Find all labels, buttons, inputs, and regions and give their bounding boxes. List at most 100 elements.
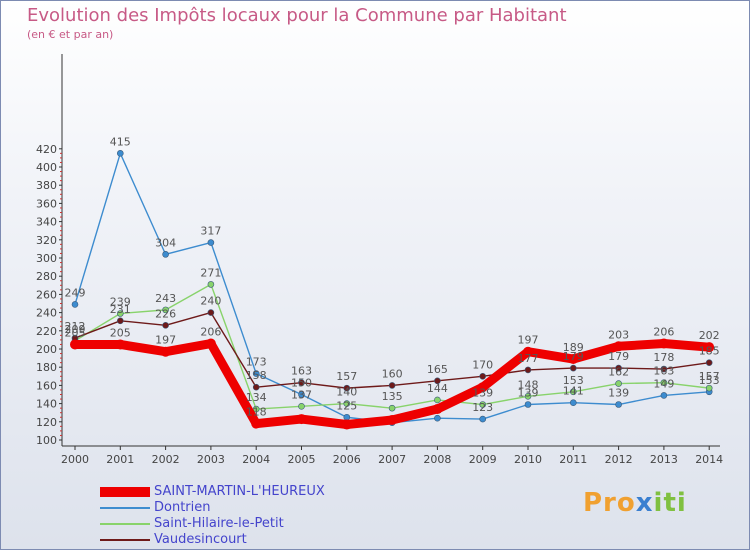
data-label: 206 <box>200 326 221 339</box>
y-tick-label: 320 <box>36 234 57 247</box>
data-label: 141 <box>563 385 584 398</box>
logo-part-iti: iti <box>653 488 687 518</box>
data-label: 149 <box>653 377 674 390</box>
data-label: 206 <box>653 326 674 339</box>
data-label: 162 <box>608 366 629 379</box>
x-tick-label: 2001 <box>106 453 134 466</box>
series-point-0 <box>296 414 307 425</box>
series-point-2 <box>117 310 124 317</box>
series-point-2 <box>162 306 169 314</box>
legend-swatch <box>100 507 150 509</box>
data-label: 179 <box>563 350 584 363</box>
series-point-2 <box>524 393 532 400</box>
series-point-1 <box>615 401 622 408</box>
x-tick-label: 2000 <box>61 453 89 466</box>
data-label: 123 <box>472 401 493 414</box>
data-label: 212 <box>65 320 86 333</box>
data-label: 135 <box>382 390 403 403</box>
series-point-1 <box>434 414 441 422</box>
series-point-0 <box>205 338 216 349</box>
data-label: 205 <box>110 326 131 339</box>
series-point-1 <box>207 239 215 246</box>
data-label: 173 <box>246 356 267 369</box>
data-label: 158 <box>246 369 267 382</box>
series-point-2 <box>298 403 305 410</box>
x-tick-label: 2012 <box>605 453 633 466</box>
series-point-3 <box>660 365 668 373</box>
data-label: 139 <box>518 387 539 400</box>
data-label: 148 <box>518 378 539 391</box>
series-point-2 <box>660 379 668 386</box>
data-label: 125 <box>336 399 357 412</box>
y-tick-label: 200 <box>36 343 57 356</box>
x-tick-label: 2011 <box>559 453 587 466</box>
series-point-1 <box>252 370 260 377</box>
legend-label: SAINT-MARTIN-L'HEUREUX <box>154 484 325 499</box>
data-label: 197 <box>518 334 539 347</box>
data-label: 189 <box>563 341 584 354</box>
legend-label: Saint-Hilaire-le-Petit <box>154 516 284 531</box>
data-label: 178 <box>653 351 674 364</box>
series-point-2 <box>705 384 713 392</box>
data-label: 153 <box>563 374 584 387</box>
y-tick-label: 340 <box>36 216 57 229</box>
y-tick-label: 380 <box>36 179 57 192</box>
series-point-1 <box>343 413 351 421</box>
data-label: 140 <box>336 386 357 399</box>
data-label: 165 <box>427 363 448 376</box>
series-point-2 <box>569 388 577 396</box>
data-label: 240 <box>200 295 221 308</box>
x-tick-label: 2006 <box>333 453 361 466</box>
series-point-0 <box>115 339 126 350</box>
x-tick-label: 2008 <box>423 453 451 466</box>
series-point-3 <box>117 317 124 325</box>
data-label: 197 <box>155 334 176 347</box>
data-label: 170 <box>472 358 493 371</box>
y-tick-label: 140 <box>36 398 57 411</box>
series-point-0 <box>70 339 80 350</box>
series-point-3 <box>524 366 532 374</box>
data-label: 271 <box>200 266 221 279</box>
series-point-1 <box>479 415 487 423</box>
y-tick-label: 100 <box>36 434 57 447</box>
series-point-1 <box>117 150 124 157</box>
data-label: 185 <box>699 345 720 358</box>
legend-swatch <box>100 539 150 541</box>
y-tick-label: 420 <box>36 143 57 156</box>
series-point-0 <box>432 404 443 415</box>
logo-part-x: x <box>635 488 654 518</box>
series-point-1 <box>524 401 532 408</box>
data-label: 415 <box>110 135 131 148</box>
series-point-0 <box>477 382 488 393</box>
data-label: 177 <box>518 352 539 365</box>
series-point-1 <box>162 251 169 258</box>
data-label: 118 <box>246 406 267 419</box>
x-tick-label: 2014 <box>695 453 723 466</box>
series-point-2 <box>388 404 396 412</box>
series-point-2 <box>343 400 351 407</box>
data-label: 137 <box>291 388 312 401</box>
data-label: 179 <box>608 350 629 363</box>
series-point-2 <box>207 281 215 288</box>
y-tick-label: 300 <box>36 252 57 265</box>
series-point-2 <box>434 396 441 404</box>
y-tick-label: 160 <box>36 379 57 392</box>
y-tick-label: 400 <box>36 161 57 174</box>
series-point-3 <box>162 322 169 329</box>
x-tick-label: 2002 <box>152 453 180 466</box>
legend-swatch <box>100 523 150 525</box>
logo-part-pro: Pro <box>583 488 636 518</box>
data-label: 243 <box>155 292 176 305</box>
series-point-2 <box>615 380 622 387</box>
data-label: 144 <box>427 382 448 395</box>
x-tick-label: 2005 <box>288 453 316 466</box>
data-label: 202 <box>699 329 720 342</box>
data-label: 160 <box>382 367 403 380</box>
data-label: 134 <box>246 391 267 404</box>
x-tick-label: 2009 <box>469 453 497 466</box>
series-point-0 <box>613 341 624 352</box>
series-point-0 <box>251 418 262 429</box>
data-label: 239 <box>110 296 131 309</box>
data-label: 231 <box>110 303 131 316</box>
